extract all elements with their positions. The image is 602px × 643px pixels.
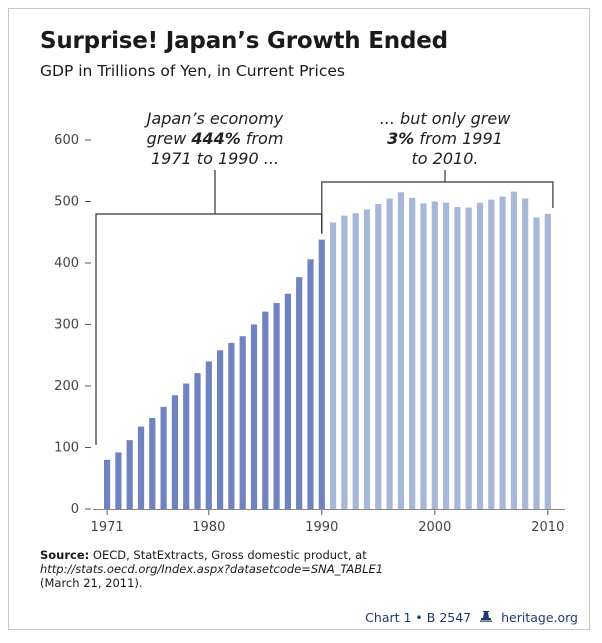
chart-subtitle: GDP in Trillions of Yen, in Current Pric…: [40, 62, 345, 80]
bar-1979: [194, 373, 201, 509]
annotation-left-line2: grew 444% from: [147, 129, 284, 148]
bar-2000: [431, 201, 438, 509]
annotation-left-line1: Japan’s economy: [144, 109, 284, 128]
x-tick-label: 1980: [192, 520, 225, 535]
annotation-left-line3: 1971 to 1990 ...: [151, 149, 279, 168]
bar-1999: [420, 203, 427, 509]
bar-1987: [284, 293, 291, 509]
y-tick-label: 100: [54, 441, 79, 456]
bar-1994: [363, 209, 371, 509]
x-tick-label: 2000: [418, 520, 451, 535]
bar-1975: [149, 417, 156, 509]
bar-1986: [273, 302, 280, 509]
bar-1973: [126, 440, 133, 509]
bracket-1990-2010: [321, 181, 554, 234]
site-link[interactable]: heritage.org: [501, 610, 578, 625]
source-text: OECD, StatExtracts, Gross domestic produ…: [89, 548, 367, 562]
bars: [104, 191, 551, 510]
bar-2005: [488, 199, 495, 509]
bar-1998: [409, 197, 416, 509]
bar-1983: [239, 336, 246, 509]
brackets: [95, 170, 554, 445]
y-tick-label: 500: [54, 195, 79, 210]
bar-1985: [262, 311, 269, 509]
source-label: Source:: [40, 548, 90, 562]
bar-2008: [522, 198, 529, 510]
y-tick-label: 400: [54, 256, 79, 271]
bar-2001: [443, 202, 450, 510]
bar-1977: [171, 395, 178, 509]
source-date: (March 21, 2011).: [40, 576, 143, 590]
bar-1984: [250, 324, 258, 509]
bar-2007: [510, 191, 517, 509]
bar-2006: [499, 196, 506, 509]
y-tick-label: 0: [71, 502, 79, 517]
bar-2010: [544, 213, 551, 510]
bar-1993: [352, 213, 359, 509]
bar-1971: [104, 459, 111, 509]
bar-1989: [307, 259, 314, 509]
bar-1992: [341, 215, 348, 509]
annotation-right-line2: 3% from 1991: [387, 129, 503, 148]
annotation-right-line3: to 2010.: [412, 149, 479, 168]
bar-2003: [465, 207, 472, 509]
bar-1991: [330, 222, 337, 509]
bar-1976: [160, 406, 167, 509]
x-tick-label: 2010: [531, 520, 564, 535]
bar-1980: [205, 361, 212, 509]
liberty-bell-icon: [479, 610, 493, 625]
chart-reference: Chart 1 • B 2547: [365, 610, 472, 625]
bar-2004: [476, 202, 484, 510]
y-axis: 0 100 200 300 400 500 600 1971 1980 1990 2000 2010: [54, 133, 565, 535]
bar-1988: [296, 277, 303, 509]
y-tick-label: 200: [54, 379, 79, 394]
footer: Chart 1 • B 2547 heritage.org: [365, 610, 578, 625]
annotation-right-line1: ... but only grew: [380, 109, 512, 128]
source-url[interactable]: http://stats.oecd.org/Index.aspx?dataset…: [40, 562, 384, 576]
x-tick-label: 1990: [305, 520, 338, 535]
y-tick-label: 300: [54, 318, 79, 333]
bar-1995: [375, 203, 382, 509]
bar-1981: [217, 350, 224, 509]
bar-1978: [183, 383, 190, 509]
y-tick-label: 600: [54, 133, 79, 148]
x-tick-label: 1971: [91, 520, 124, 535]
bar-1974: [137, 426, 145, 509]
chart-title: Surprise! Japan’s Growth Ended: [40, 28, 448, 54]
bar-1990: [318, 239, 325, 509]
bar-2009: [533, 217, 540, 510]
bar-1996: [386, 198, 393, 510]
bar-1997: [397, 192, 404, 509]
bar-1982: [228, 342, 235, 509]
bar-1972: [115, 452, 122, 509]
source-note: Source: OECD, StatExtracts, Gross domest…: [40, 548, 560, 590]
bar-2002: [454, 207, 461, 509]
